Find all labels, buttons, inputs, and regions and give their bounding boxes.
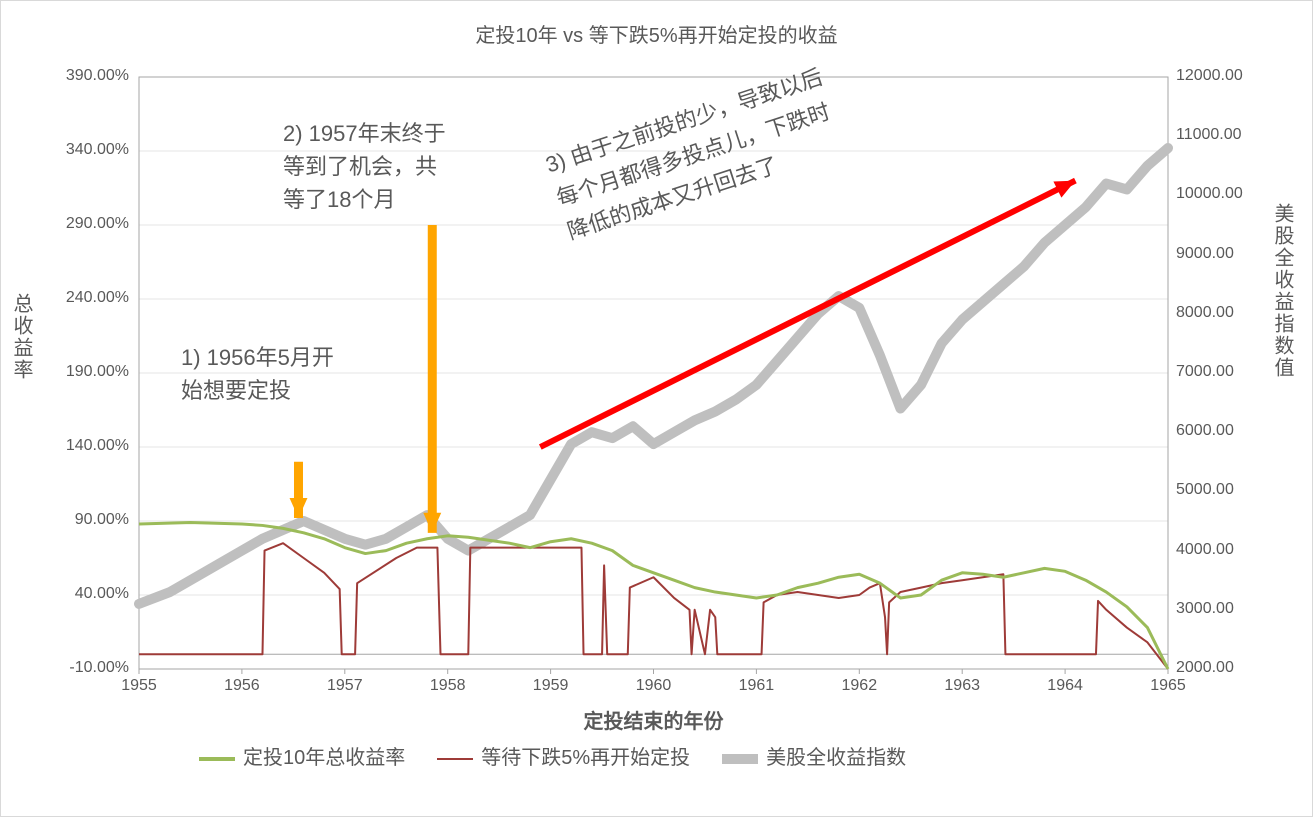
x-tick: 1957 xyxy=(321,677,369,695)
y-left-tick: 140.00% xyxy=(66,437,129,455)
y-right-tick: 9000.00 xyxy=(1176,245,1234,263)
legend-item: 定投10年总收益率 xyxy=(199,741,405,770)
y-right-tick: 2000.00 xyxy=(1176,659,1234,677)
legend: 定投10年总收益率 等待下跌5%再开始定投 美股全收益指数 xyxy=(199,741,906,770)
y-left-tick: 90.00% xyxy=(75,511,129,529)
y-left-tick: -10.00% xyxy=(69,659,129,677)
y-left-tick: 240.00% xyxy=(66,289,129,307)
x-tick: 1961 xyxy=(732,677,780,695)
y-right-tick: 12000.00 xyxy=(1176,67,1243,85)
y-right-tick: 8000.00 xyxy=(1176,304,1234,322)
y-left-tick: 190.00% xyxy=(66,363,129,381)
y-right-tick: 6000.00 xyxy=(1176,422,1234,440)
y-right-tick: 10000.00 xyxy=(1176,185,1243,203)
legend-item: 美股全收益指数 xyxy=(722,741,906,770)
x-tick: 1960 xyxy=(630,677,678,695)
y-right-tick: 5000.00 xyxy=(1176,481,1234,499)
y-left-tick: 290.00% xyxy=(66,215,129,233)
y-right-tick: 11000.00 xyxy=(1176,126,1242,144)
y-right-tick: 4000.00 xyxy=(1176,541,1234,559)
x-tick: 1965 xyxy=(1144,677,1192,695)
y-right-tick: 7000.00 xyxy=(1176,363,1234,381)
x-tick: 1963 xyxy=(938,677,986,695)
x-tick: 1958 xyxy=(424,677,472,695)
y-left-tick: 40.00% xyxy=(75,585,129,603)
y-left-tick: 390.00% xyxy=(66,67,129,85)
ann1: 1) 1956年5月开始想要定投 xyxy=(181,341,334,407)
ann2: 2) 1957年末终于等到了机会，共等了18个月 xyxy=(283,117,446,216)
y-right-tick: 3000.00 xyxy=(1176,600,1234,618)
x-tick: 1962 xyxy=(835,677,883,695)
y-left-tick: 340.00% xyxy=(66,141,129,159)
x-tick: 1956 xyxy=(218,677,266,695)
chart-frame: 定投10年 vs 等下跌5%再开始定投的收益 总收益率 美股全收益指数值 定投结… xyxy=(0,0,1313,817)
x-tick: 1959 xyxy=(527,677,575,695)
legend-item: 等待下跌5%再开始定投 xyxy=(437,741,690,770)
x-tick: 1955 xyxy=(115,677,163,695)
x-tick: 1964 xyxy=(1041,677,1089,695)
